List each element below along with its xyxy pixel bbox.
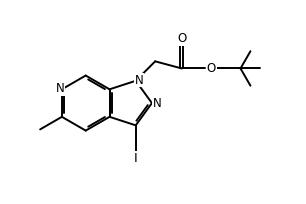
Text: O: O <box>177 32 186 45</box>
Text: N: N <box>153 96 162 110</box>
Text: O: O <box>207 62 216 75</box>
Text: N: N <box>135 74 144 87</box>
Text: N: N <box>56 82 65 95</box>
Text: I: I <box>134 152 138 165</box>
